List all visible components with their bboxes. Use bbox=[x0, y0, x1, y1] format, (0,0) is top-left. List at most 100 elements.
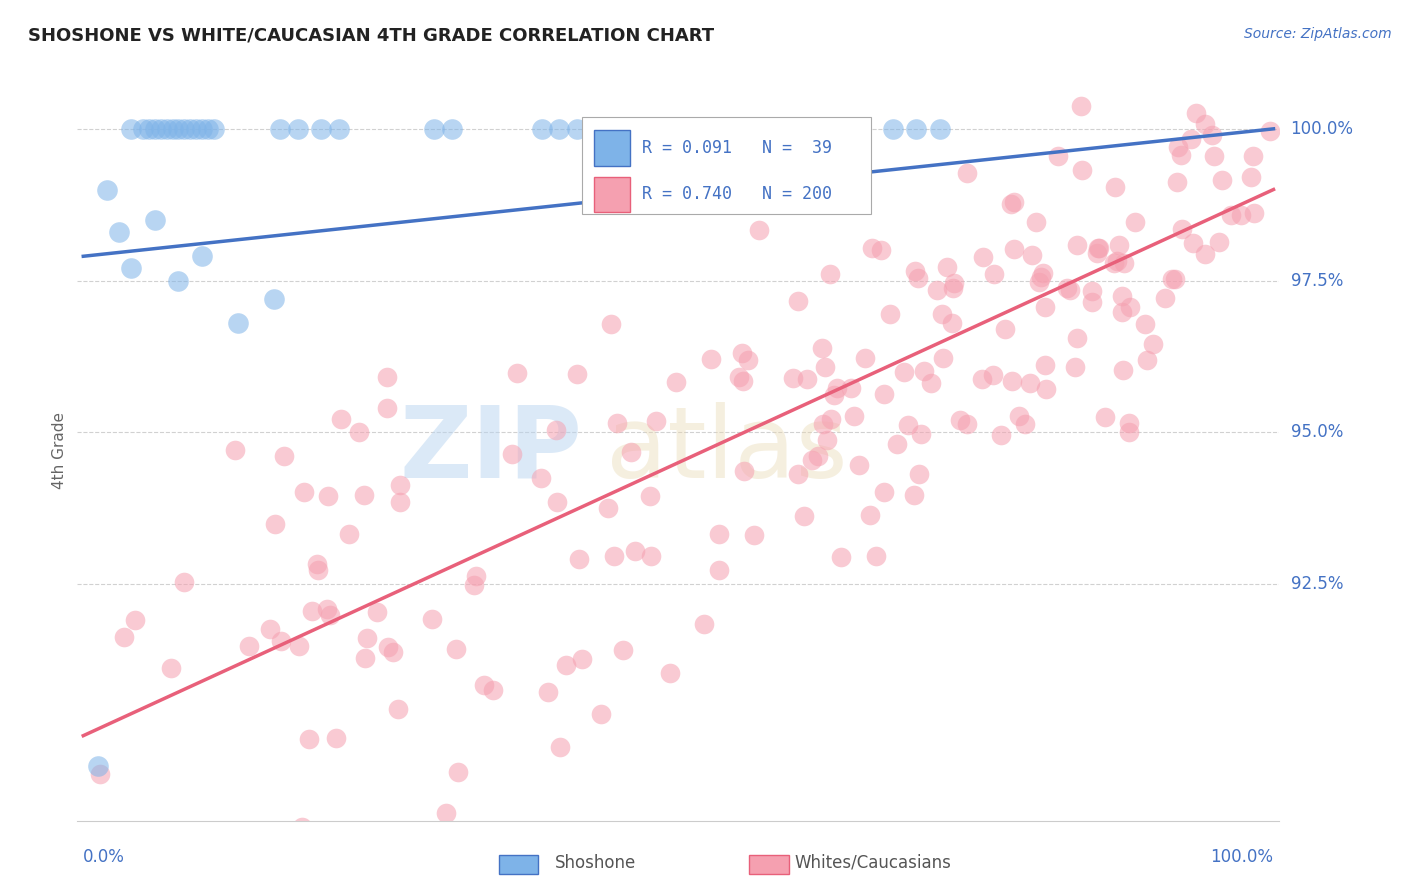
Point bbox=[1081, 294, 1104, 309]
Point bbox=[179, 121, 201, 136]
Point bbox=[827, 381, 849, 395]
Point bbox=[638, 489, 661, 503]
Text: 100.0%: 100.0% bbox=[1291, 120, 1354, 138]
Point bbox=[330, 411, 353, 425]
Point bbox=[1154, 291, 1177, 305]
Point bbox=[1059, 283, 1081, 297]
Point bbox=[353, 488, 375, 502]
Point bbox=[264, 517, 287, 532]
Point bbox=[132, 121, 155, 136]
Point bbox=[546, 495, 568, 509]
Point bbox=[530, 471, 553, 485]
Point bbox=[143, 121, 166, 136]
Point bbox=[1170, 148, 1192, 162]
Point bbox=[1018, 376, 1040, 391]
Point bbox=[162, 121, 184, 136]
Point bbox=[990, 428, 1012, 442]
Point bbox=[173, 574, 195, 589]
Point bbox=[655, 121, 678, 136]
Point bbox=[1118, 416, 1140, 430]
Point bbox=[1035, 383, 1057, 397]
Point bbox=[1161, 272, 1184, 286]
Point bbox=[434, 805, 457, 820]
Point bbox=[305, 557, 328, 571]
Text: SHOSHONE VS WHITE/CAUCASIAN 4TH GRADE CORRELATION CHART: SHOSHONE VS WHITE/CAUCASIAN 4TH GRADE CO… bbox=[28, 27, 714, 45]
Point bbox=[377, 640, 399, 655]
Point bbox=[673, 121, 696, 136]
Point bbox=[907, 271, 929, 285]
Point bbox=[501, 447, 523, 461]
Point bbox=[1241, 149, 1264, 163]
Point bbox=[912, 364, 935, 378]
Point bbox=[89, 767, 111, 781]
Point bbox=[472, 678, 495, 692]
Point bbox=[1002, 242, 1025, 256]
Point bbox=[905, 121, 928, 136]
Point bbox=[1258, 124, 1281, 138]
Point bbox=[441, 121, 464, 136]
Point bbox=[1104, 180, 1126, 194]
Point bbox=[823, 388, 845, 402]
Point bbox=[1001, 374, 1024, 388]
Point bbox=[707, 527, 730, 541]
Point bbox=[464, 569, 486, 583]
Point bbox=[1211, 173, 1233, 187]
Point bbox=[311, 121, 333, 136]
Point bbox=[873, 485, 896, 500]
Point bbox=[571, 652, 593, 666]
Point bbox=[589, 706, 612, 721]
Point bbox=[315, 601, 337, 615]
Point bbox=[224, 443, 246, 458]
Point bbox=[1230, 208, 1253, 222]
Point bbox=[981, 368, 1004, 383]
Point bbox=[103, 831, 125, 846]
Point bbox=[1028, 275, 1050, 289]
Point bbox=[645, 414, 668, 428]
Point bbox=[389, 478, 412, 492]
Point bbox=[420, 612, 443, 626]
Point bbox=[1111, 305, 1133, 319]
Text: 92.5%: 92.5% bbox=[1291, 575, 1343, 593]
Point bbox=[288, 640, 311, 654]
Point bbox=[1056, 281, 1078, 295]
Point bbox=[853, 351, 876, 365]
Point bbox=[820, 412, 842, 426]
Point bbox=[748, 223, 770, 237]
Point bbox=[707, 564, 730, 578]
Point bbox=[640, 549, 662, 564]
Point bbox=[949, 413, 972, 427]
Text: 95.0%: 95.0% bbox=[1291, 424, 1343, 442]
Point bbox=[381, 645, 404, 659]
Point bbox=[941, 316, 963, 330]
Point bbox=[886, 437, 908, 451]
Point bbox=[1033, 358, 1056, 372]
Text: 0.0%: 0.0% bbox=[83, 848, 125, 866]
Point bbox=[167, 121, 190, 136]
Point bbox=[839, 381, 862, 395]
Point bbox=[301, 603, 323, 617]
Point bbox=[1002, 195, 1025, 210]
Point bbox=[983, 267, 1005, 281]
Text: ZIP: ZIP bbox=[399, 402, 582, 499]
Point bbox=[530, 121, 553, 136]
Point bbox=[606, 416, 628, 430]
Point bbox=[733, 464, 755, 478]
Point bbox=[910, 427, 932, 442]
Point bbox=[1194, 247, 1216, 261]
Point bbox=[775, 121, 797, 136]
Point bbox=[942, 281, 965, 295]
Point bbox=[903, 488, 925, 502]
Point bbox=[700, 351, 723, 366]
Point bbox=[830, 550, 852, 565]
Point bbox=[1094, 409, 1116, 424]
Point bbox=[1164, 272, 1187, 286]
Point bbox=[1133, 318, 1156, 332]
Point bbox=[1142, 337, 1164, 351]
Point bbox=[879, 307, 901, 321]
Point bbox=[1171, 222, 1194, 236]
Point bbox=[1219, 208, 1241, 222]
Point bbox=[693, 617, 716, 632]
Point bbox=[375, 370, 398, 384]
Point bbox=[1070, 98, 1092, 112]
Point bbox=[191, 249, 214, 263]
